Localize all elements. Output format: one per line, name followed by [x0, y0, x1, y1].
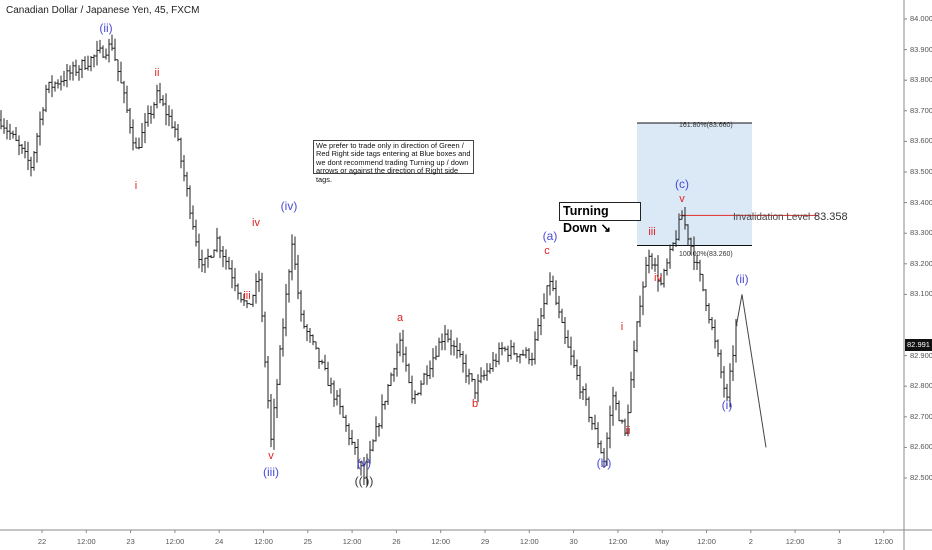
fib-lower-label: 100.00%(83.260) — [679, 251, 733, 258]
y-tick-label: 83.200 — [910, 258, 932, 268]
x-tick-label: 12:00 — [254, 537, 273, 546]
y-tick-label: 83.900 — [910, 44, 932, 54]
invalidation-value: 83.358 — [814, 211, 848, 223]
x-tick-label: 12:00 — [697, 537, 716, 546]
wave-label: (i) — [721, 397, 733, 412]
x-tick-label: 12:00 — [874, 537, 894, 546]
wave-label: ((i)) — [354, 474, 374, 489]
x-tick-label: 12:00 — [342, 537, 362, 546]
y-tick-label: 84.000 — [910, 14, 932, 23]
wave-label: ii — [625, 425, 631, 438]
wave-label: iii — [243, 290, 251, 303]
x-tick-label: 29 — [480, 537, 490, 546]
x-tick-label: 25 — [303, 537, 312, 546]
trading-note: We prefer to trade only in direction of … — [313, 140, 474, 183]
wave-label: b — [471, 397, 479, 410]
y-tick-label: 83.300 — [910, 228, 932, 238]
wave-label: (v) — [357, 455, 371, 470]
wave-label: v — [268, 449, 274, 462]
y-tick-label: 82.900 — [910, 350, 932, 360]
x-tick-label: 12:00 — [431, 537, 451, 546]
x-tick-label: 12:00 — [608, 537, 628, 546]
y-tick-label: 82.600 — [910, 442, 932, 452]
x-tick-label: 24 — [215, 537, 224, 546]
x-tick-label: 12:00 — [165, 537, 185, 546]
target-blue-box — [637, 123, 752, 246]
wave-label: iv — [252, 217, 260, 230]
arrow-down-icon: ↘ — [600, 221, 611, 235]
x-tick-label: 3 — [837, 537, 842, 546]
wave-label: v — [679, 192, 685, 205]
y-tick-label: 83.800 — [910, 75, 932, 85]
wave-label: (ii) — [99, 21, 113, 36]
wave-label: c — [544, 244, 550, 257]
wave-label: i — [620, 321, 624, 334]
x-tick-label: 12:00 — [76, 537, 96, 546]
invalidation-label: Invalidation Level — [733, 212, 811, 223]
wave-label: (iv) — [280, 198, 298, 213]
wave-label: (ii) — [735, 272, 749, 287]
x-tick-label: 30 — [569, 537, 578, 546]
y-tick-label: 83.500 — [910, 167, 932, 176]
x-tick-label: May — [655, 537, 670, 546]
y-tick-label: 83.400 — [910, 197, 932, 207]
wave-label: (iii) — [263, 464, 279, 479]
last-price-tag: 82.991 — [905, 339, 932, 351]
y-tick-label: 82.800 — [910, 381, 932, 391]
wave-label: (c) — [675, 177, 689, 192]
chart-title: Canadian Dollar / Japanese Yen, 45, FXCM — [6, 5, 200, 16]
x-tick-label: 22 — [37, 537, 47, 546]
turning-down-label: Turning Down — [563, 204, 609, 235]
wave-label: (b) — [596, 455, 612, 470]
projection-path — [735, 294, 767, 448]
x-tick-label: 26 — [392, 537, 401, 546]
wave-label: ii — [154, 67, 160, 80]
wave-label: iii — [648, 226, 656, 239]
y-tick-label: 82.700 — [910, 411, 932, 421]
x-tick-label: 12:00 — [785, 537, 805, 546]
turning-down-badge: Turning Down ↘ — [559, 202, 641, 235]
x-tick-label: 2 — [748, 537, 753, 546]
wave-label: (a) — [542, 229, 558, 244]
x-tick-label: 12:00 — [519, 537, 539, 546]
x-tick-label: 23 — [126, 537, 135, 546]
wave-label: a — [396, 311, 404, 324]
wave-label: i — [134, 180, 138, 193]
y-tick-label: 83.700 — [910, 105, 932, 115]
fib-upper-label: 161.80%(83.660) — [679, 122, 733, 129]
wave-label: iv — [654, 272, 662, 285]
y-tick-label: 83.600 — [910, 136, 932, 146]
y-tick-label: 83.100 — [910, 289, 932, 299]
y-tick-label: 82.500 — [910, 473, 932, 482]
